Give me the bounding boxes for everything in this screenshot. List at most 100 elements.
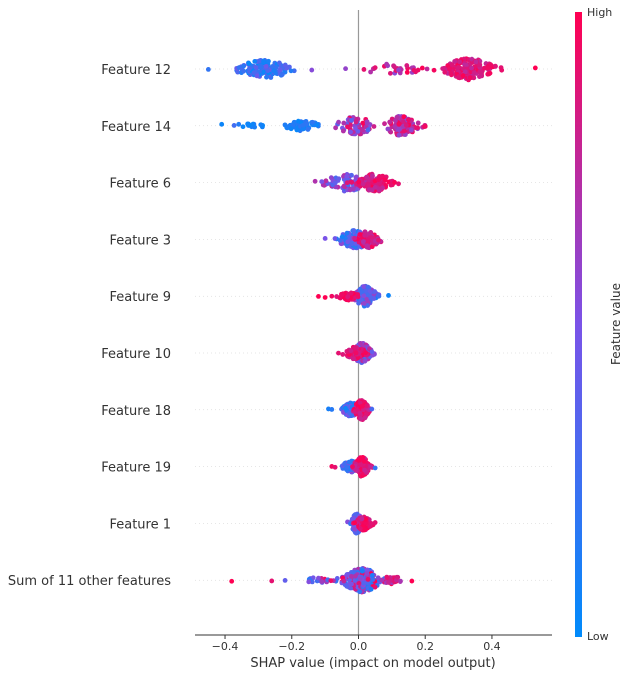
- feature-label: Feature 1: [109, 517, 171, 532]
- shap-point: [372, 65, 378, 71]
- shap-point: [271, 68, 277, 74]
- shap-point: [352, 520, 357, 526]
- shap-point: [266, 58, 271, 64]
- shap-point: [340, 352, 346, 357]
- shap-point: [342, 461, 347, 467]
- shap-point: [365, 238, 371, 244]
- shap-point: [291, 119, 297, 125]
- shap-point: [369, 572, 375, 578]
- shap-point: [344, 230, 350, 236]
- shap-point: [363, 411, 369, 417]
- shap-point: [449, 72, 454, 78]
- shap-point: [285, 124, 291, 130]
- shap-point: [347, 187, 353, 193]
- shap-point: [332, 236, 338, 241]
- feature-label: Feature 10: [101, 347, 171, 362]
- shap-point: [368, 69, 373, 75]
- shap-point: [357, 576, 363, 581]
- shap-point: [350, 241, 355, 247]
- shap-point: [345, 239, 351, 245]
- shap-point: [365, 183, 371, 189]
- shap-point: [359, 568, 365, 574]
- shap-point: [349, 172, 354, 178]
- shap-point: [351, 356, 357, 362]
- shap-point: [352, 235, 358, 241]
- shap-point: [396, 121, 402, 127]
- shap-point: [336, 119, 341, 125]
- shap-point: [341, 120, 347, 126]
- shap-point: [344, 583, 350, 589]
- shap-point: [282, 578, 288, 583]
- shap-point: [205, 66, 211, 72]
- shap-point: [364, 296, 370, 302]
- shap-point: [336, 350, 341, 356]
- shap-point: [372, 584, 378, 590]
- x-tick-label: 0.4: [483, 640, 501, 653]
- shap-point: [385, 126, 391, 132]
- shap-point: [236, 121, 242, 127]
- shap-point: [282, 62, 288, 68]
- shap-point: [415, 125, 420, 131]
- shap-point: [471, 70, 477, 75]
- feature-label: Feature 9: [109, 290, 171, 305]
- shap-point: [344, 180, 350, 186]
- shap-point: [364, 567, 370, 573]
- shap-point: [358, 455, 364, 461]
- shap-point: [360, 181, 366, 187]
- shap-point: [382, 121, 387, 127]
- shap-point: [462, 69, 468, 75]
- shap-point: [362, 467, 368, 473]
- shap-point: [370, 577, 376, 582]
- shap-point: [396, 125, 402, 131]
- shap-point: [288, 68, 294, 74]
- shap-point: [316, 294, 321, 299]
- shap-point: [339, 292, 345, 298]
- shap-point: [442, 69, 448, 75]
- shap-point: [360, 127, 365, 133]
- shap-point: [467, 75, 473, 81]
- shap-point: [369, 187, 375, 193]
- shap-point: [349, 574, 354, 579]
- shap-point: [457, 59, 463, 65]
- feature-label: Feature 12: [101, 63, 171, 78]
- shap-point: [393, 118, 398, 124]
- shap-point: [245, 121, 251, 127]
- shap-point: [362, 415, 368, 421]
- shap-point: [361, 580, 367, 586]
- shap-point: [312, 178, 318, 184]
- shap-point: [352, 526, 358, 532]
- shap-point: [386, 580, 391, 585]
- shap-point: [349, 179, 355, 185]
- shap-point: [398, 578, 403, 584]
- colorbar-low-label: Low: [587, 630, 609, 643]
- shap-point: [456, 74, 462, 79]
- shap-point: [392, 180, 398, 185]
- shap-point: [288, 126, 294, 132]
- shap-point: [382, 177, 388, 183]
- shap-point: [336, 176, 342, 182]
- shap-point: [455, 64, 461, 70]
- shap-point: [368, 521, 374, 526]
- shap-point: [329, 293, 335, 299]
- shap-point: [319, 179, 325, 185]
- shap-point: [363, 350, 369, 356]
- shap-point: [357, 589, 363, 595]
- shap-point: [306, 579, 312, 585]
- shap-point: [332, 180, 338, 186]
- shap-point: [352, 573, 358, 579]
- feature-label: Sum of 11 other features: [8, 574, 171, 589]
- shap-point: [333, 125, 339, 131]
- shap-point: [482, 65, 487, 71]
- shap-point: [396, 67, 401, 73]
- shap-point: [310, 119, 315, 125]
- shap-point: [368, 294, 373, 300]
- shap-point: [408, 127, 414, 133]
- shap-point: [493, 63, 498, 69]
- shap-point: [477, 62, 483, 68]
- shap-point: [332, 464, 338, 470]
- x-tick-label: 0.0: [350, 640, 368, 653]
- shap-point: [340, 234, 345, 240]
- shap-point: [246, 61, 252, 67]
